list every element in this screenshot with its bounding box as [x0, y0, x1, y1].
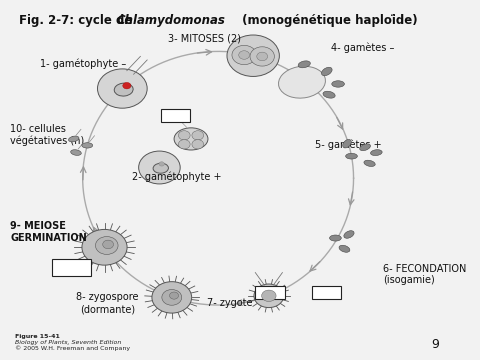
- Text: (monogénétique haploïde): (monogénétique haploïde): [239, 14, 418, 27]
- Text: Figure 15-41: Figure 15-41: [15, 334, 60, 339]
- Circle shape: [162, 289, 182, 305]
- Circle shape: [169, 292, 179, 299]
- Ellipse shape: [298, 61, 311, 68]
- Circle shape: [254, 284, 284, 307]
- Ellipse shape: [371, 150, 382, 156]
- Text: 2- gamétophyte +: 2- gamétophyte +: [132, 171, 222, 182]
- Ellipse shape: [364, 160, 375, 166]
- Ellipse shape: [322, 67, 332, 76]
- Circle shape: [103, 240, 114, 249]
- Circle shape: [257, 52, 268, 61]
- Text: 7- zygote: 7- zygote: [207, 298, 252, 308]
- Circle shape: [159, 162, 164, 166]
- Circle shape: [123, 82, 131, 89]
- Bar: [312, 286, 341, 299]
- Ellipse shape: [114, 83, 133, 96]
- Text: 5- gamètes +: 5- gamètes +: [315, 139, 382, 149]
- Ellipse shape: [332, 81, 345, 87]
- Bar: [255, 286, 285, 299]
- Text: 9: 9: [432, 338, 439, 351]
- Bar: [52, 259, 91, 276]
- Text: Biology of Plants, Seventh Edition: Biology of Plants, Seventh Edition: [15, 340, 121, 345]
- Ellipse shape: [344, 231, 354, 238]
- Circle shape: [152, 282, 192, 313]
- Text: 3- MITOSES (2): 3- MITOSES (2): [168, 34, 241, 44]
- Text: 1- gamétophyte –: 1- gamétophyte –: [40, 59, 126, 69]
- Text: 10- cellules
végétatives (n): 10- cellules végétatives (n): [11, 124, 84, 147]
- Ellipse shape: [69, 136, 79, 142]
- Ellipse shape: [346, 153, 358, 159]
- Text: Fig. 2-7: cycle de: Fig. 2-7: cycle de: [20, 14, 137, 27]
- Ellipse shape: [71, 150, 81, 156]
- Bar: [160, 109, 190, 122]
- Circle shape: [262, 290, 276, 302]
- Text: 9- MEIOSE
GERMINATION: 9- MEIOSE GERMINATION: [11, 221, 87, 243]
- Ellipse shape: [343, 139, 351, 148]
- Circle shape: [82, 229, 127, 265]
- Circle shape: [192, 140, 204, 149]
- Circle shape: [227, 35, 279, 76]
- Ellipse shape: [278, 66, 325, 98]
- Circle shape: [139, 151, 180, 184]
- Circle shape: [179, 140, 190, 149]
- Text: © 2005 W.H. Freeman and Company: © 2005 W.H. Freeman and Company: [15, 346, 130, 351]
- Circle shape: [239, 51, 250, 59]
- Ellipse shape: [82, 143, 93, 148]
- Circle shape: [232, 45, 256, 65]
- Text: 4- gamètes –: 4- gamètes –: [331, 42, 395, 53]
- Ellipse shape: [330, 235, 341, 241]
- Circle shape: [96, 237, 118, 255]
- Text: 6- FECONDATION
(isogamie): 6- FECONDATION (isogamie): [383, 264, 466, 285]
- Ellipse shape: [360, 144, 371, 150]
- Circle shape: [192, 131, 204, 140]
- Text: 8- zygospore
(dormante): 8- zygospore (dormante): [76, 292, 139, 314]
- Ellipse shape: [323, 91, 335, 98]
- Ellipse shape: [174, 128, 208, 150]
- Ellipse shape: [339, 245, 350, 252]
- Ellipse shape: [153, 163, 168, 173]
- Text: Chlamydomonas: Chlamydomonas: [117, 14, 226, 27]
- Circle shape: [179, 131, 190, 140]
- Circle shape: [97, 69, 147, 108]
- Circle shape: [250, 47, 275, 66]
